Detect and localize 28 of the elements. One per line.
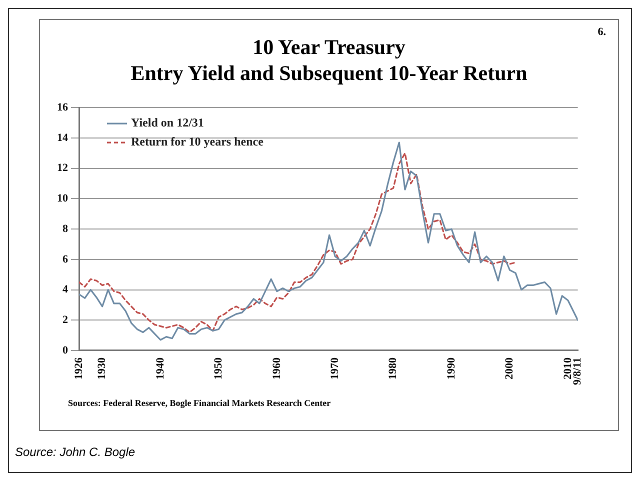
x-tick-label: 1980	[387, 356, 400, 380]
chart-subtitle: Entry Yield and Subsequent 10-Year Return	[130, 60, 528, 86]
x-tick-label: 1950	[212, 356, 225, 380]
y-tick-label: 6	[62, 253, 68, 266]
x-tick-label: 1960	[270, 356, 283, 380]
y-tick-label: 12	[57, 162, 68, 174]
y-tick-label: 0	[62, 344, 68, 356]
x-tick-label: 1926	[72, 356, 85, 380]
chart-title: 10 Year Treasury	[252, 35, 406, 59]
x-tick-label: 2000	[504, 356, 516, 380]
x-tick-label: 2010	[562, 356, 574, 380]
legend-label: Return for 10 years hence	[131, 134, 264, 149]
source-note: Source: John C. Bogle	[15, 445, 136, 459]
y-tick-label: 14	[57, 132, 68, 144]
x-tick-label: 9/8/11	[572, 357, 584, 386]
legend-label: Yield on 12/31	[131, 116, 204, 130]
text: 6.	[598, 26, 606, 38]
y-tick-label: 8	[62, 222, 68, 235]
y-tick-label: 2	[62, 314, 68, 326]
y-tick-label: 16	[57, 101, 68, 114]
x-tick-label: 1930	[96, 356, 108, 380]
y-tick-label: 10	[57, 192, 68, 205]
line-series	[79, 152, 516, 334]
source-note: Sources: Federal Reserve, Bogle Financial Markets Research Center	[68, 398, 331, 408]
x-tick-label: 1970	[328, 356, 341, 380]
x-tick-label: 1940	[154, 356, 166, 380]
x-tick-label: 1990	[445, 356, 458, 380]
y-tick-label: 4	[62, 284, 68, 296]
